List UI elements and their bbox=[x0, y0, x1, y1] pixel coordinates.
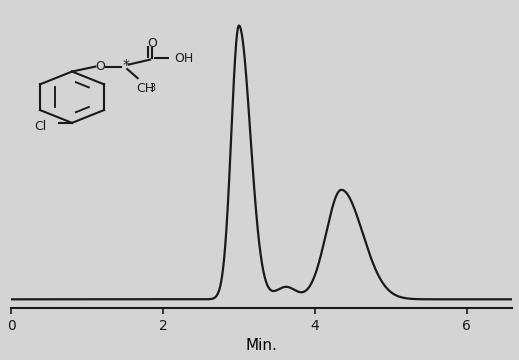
Text: 3: 3 bbox=[149, 84, 155, 94]
Text: Cl: Cl bbox=[35, 120, 47, 133]
Text: *: * bbox=[122, 58, 129, 72]
X-axis label: Min.: Min. bbox=[246, 338, 278, 353]
Text: O: O bbox=[147, 37, 157, 50]
Text: OH: OH bbox=[175, 52, 194, 65]
Text: CH: CH bbox=[136, 82, 155, 95]
Text: O: O bbox=[95, 60, 106, 73]
